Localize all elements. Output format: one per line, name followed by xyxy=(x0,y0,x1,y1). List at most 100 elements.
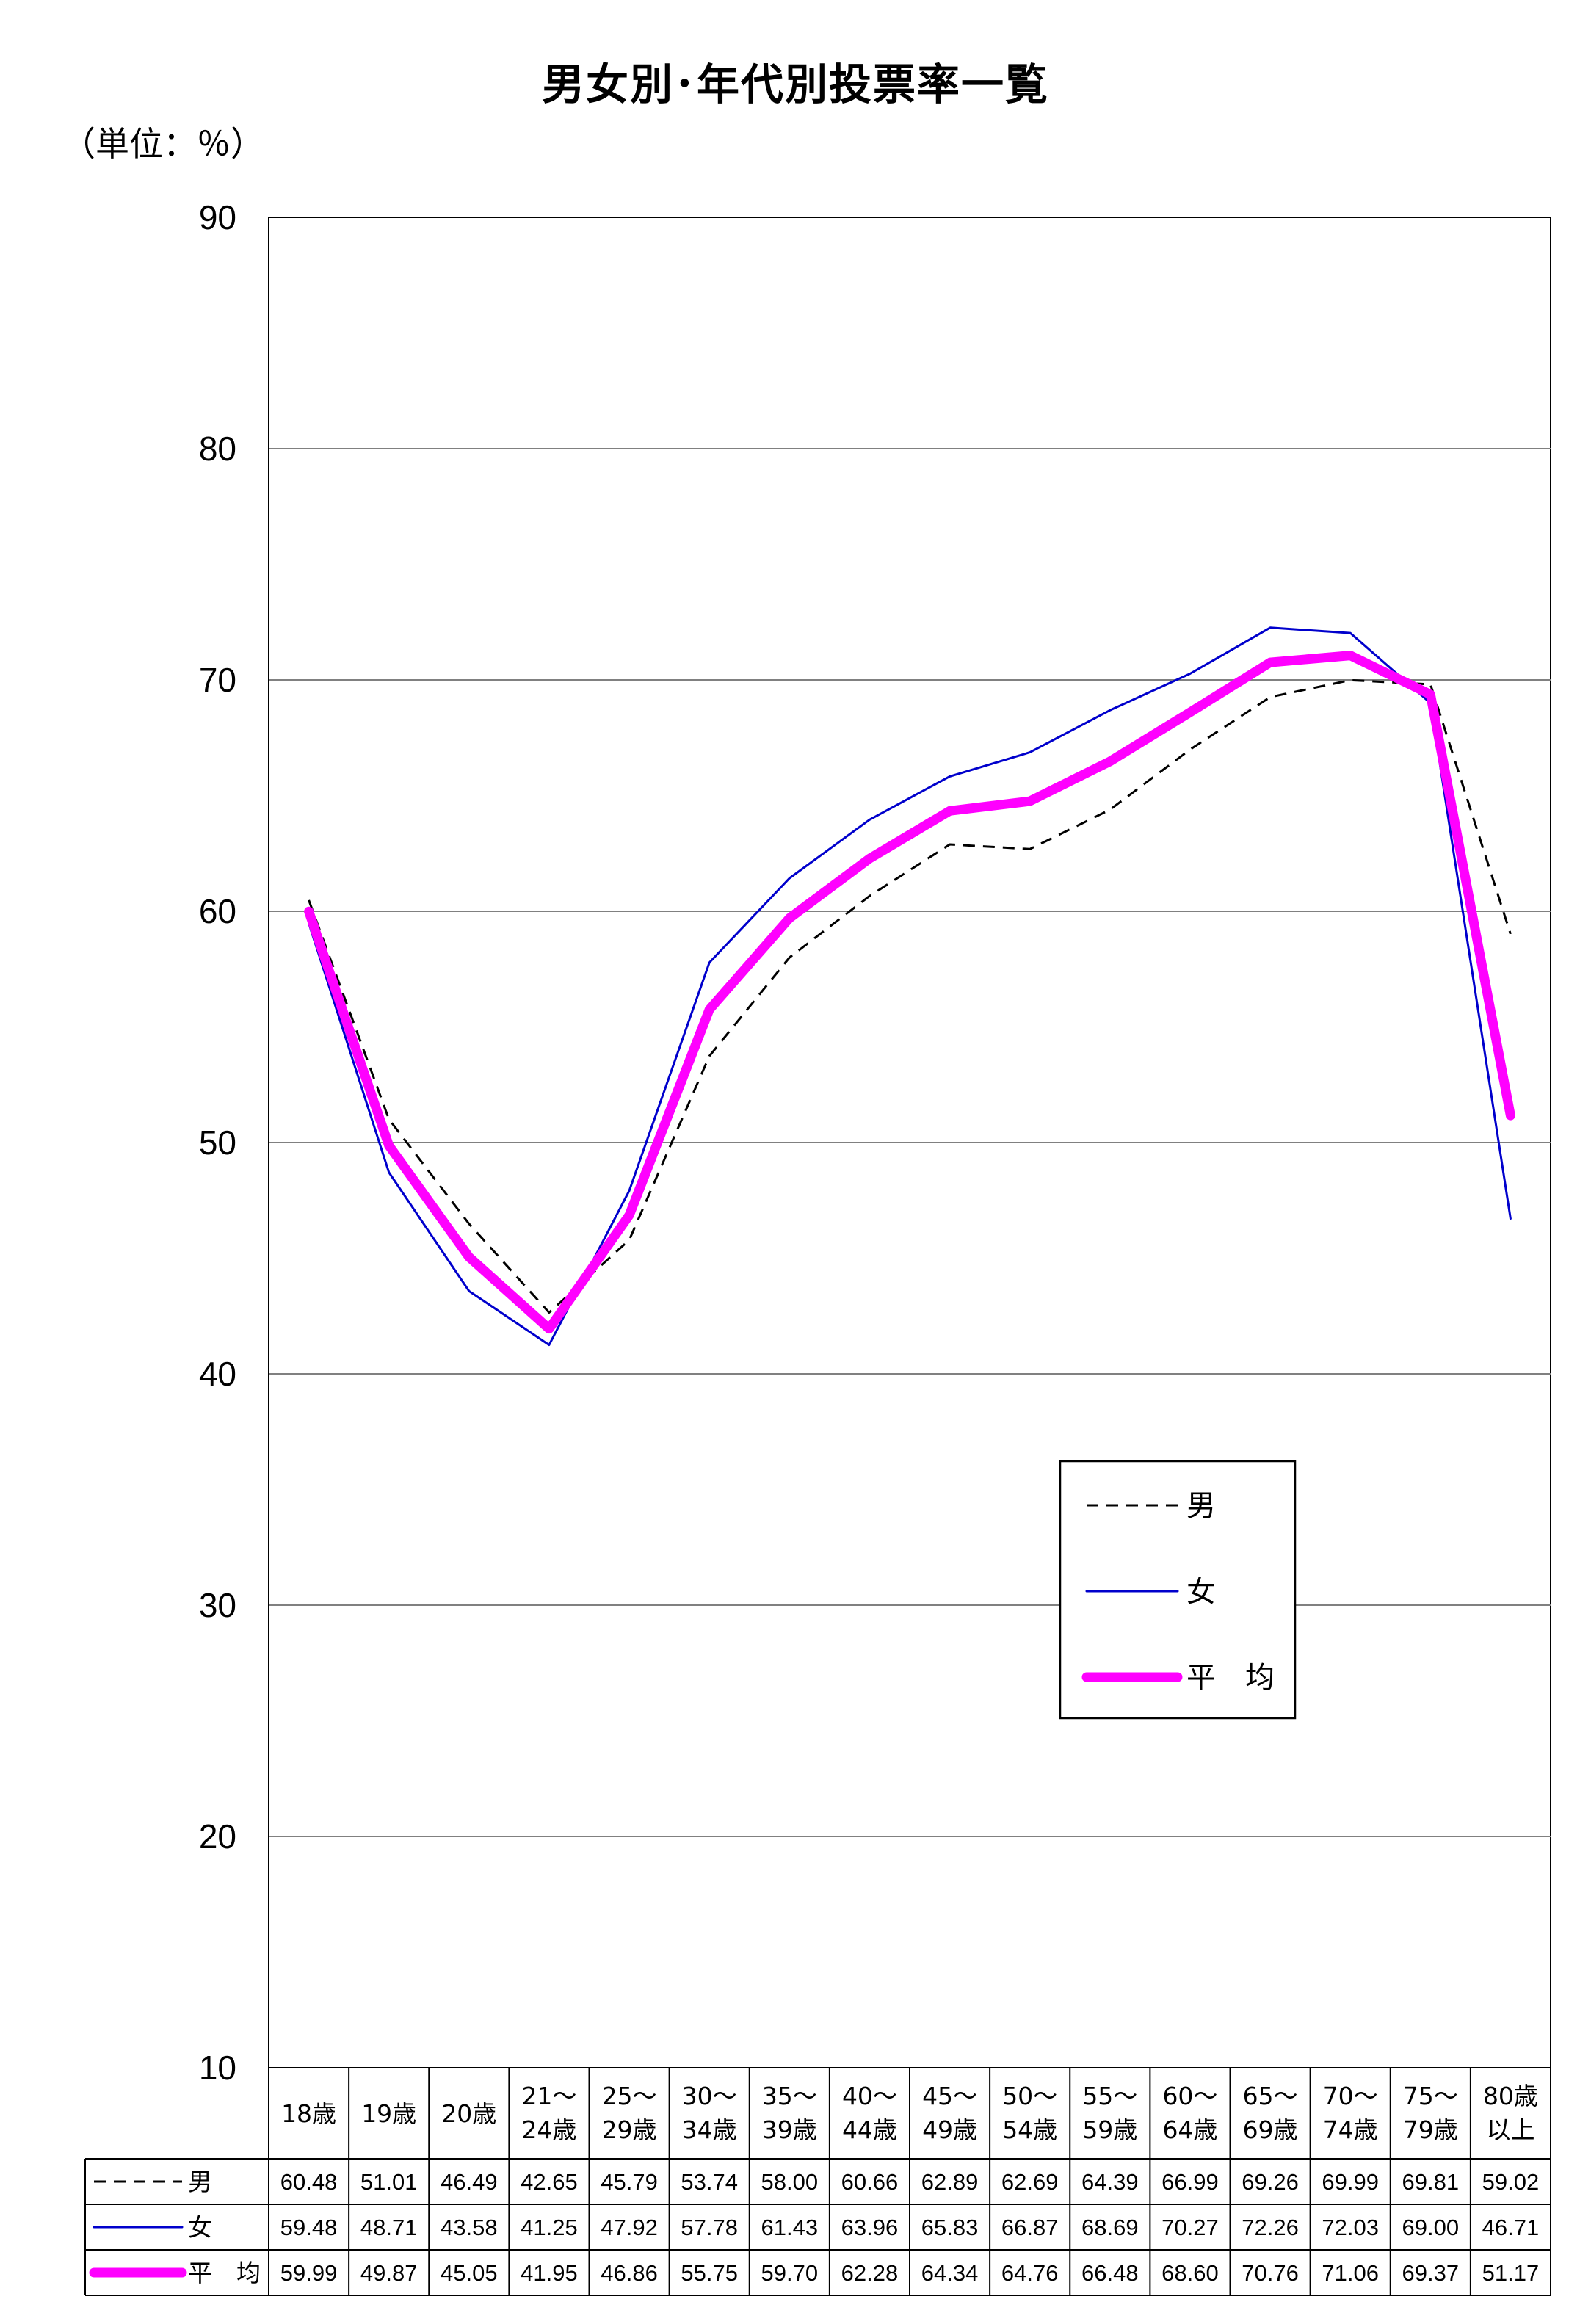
chart-title: 男女別･年代別投票率一覧 xyxy=(541,59,1049,109)
table-cell: 46.71 xyxy=(1482,2215,1540,2240)
unit-label: （単位：％） xyxy=(62,124,264,164)
table-cell: 47.92 xyxy=(601,2215,658,2240)
table-row-label: 平 均 xyxy=(188,2259,261,2287)
table-cell: 62.69 xyxy=(1001,2169,1059,2195)
x-tick-label: 74歳 xyxy=(1323,2115,1378,2144)
table-cell: 59.48 xyxy=(280,2215,338,2240)
table-cell: 45.79 xyxy=(601,2169,658,2195)
table-cell: 69.26 xyxy=(1242,2169,1299,2195)
table-cell: 62.89 xyxy=(921,2169,979,2195)
table-cell: 49.87 xyxy=(360,2260,418,2286)
x-tick-label: 21～ xyxy=(521,2082,576,2110)
x-tick-label: 18歳 xyxy=(281,2099,336,2128)
table-cell: 48.71 xyxy=(360,2215,418,2240)
legend: 男女平 均 xyxy=(1059,1460,1297,1720)
y-tick-label: 80 xyxy=(199,430,236,468)
table-cell: 69.00 xyxy=(1402,2215,1460,2240)
y-tick-label: 50 xyxy=(199,1123,236,1162)
series-lines xyxy=(304,626,1515,1347)
y-tick-label: 30 xyxy=(199,1586,236,1624)
table-cell: 69.81 xyxy=(1402,2169,1460,2195)
x-tick-label: 59歳 xyxy=(1082,2115,1137,2144)
table-cell: 42.65 xyxy=(521,2169,578,2195)
x-tick-label: 以上 xyxy=(1486,2115,1534,2144)
table-cell: 59.70 xyxy=(761,2260,819,2286)
table-cell: 64.39 xyxy=(1081,2169,1139,2195)
y-tick-label: 10 xyxy=(199,2049,236,2087)
table-row-label: 女 xyxy=(188,2213,212,2242)
y-tick-label: 70 xyxy=(199,661,236,699)
x-tick-label: 40～ xyxy=(842,2082,897,2110)
table-cell: 63.96 xyxy=(841,2215,899,2240)
y-axis-ticks: 10 20 30 40 50 60 70 80 90 xyxy=(199,198,236,2087)
table-cell: 41.25 xyxy=(521,2215,578,2240)
table-cell: 46.86 xyxy=(601,2260,658,2286)
y-tick-label: 20 xyxy=(199,1817,236,1856)
x-tick-label: 64歳 xyxy=(1162,2115,1217,2144)
legend-label: 男 xyxy=(1186,1489,1216,1523)
x-tick-label: 50～ xyxy=(1002,2082,1057,2110)
table-cell: 41.95 xyxy=(521,2260,578,2286)
table-cell: 64.34 xyxy=(921,2260,979,2286)
x-tick-label: 70～ xyxy=(1323,2082,1378,2110)
table-cell: 69.99 xyxy=(1322,2169,1379,2195)
y-tick-label: 60 xyxy=(199,892,236,930)
x-tick-label: 49歳 xyxy=(922,2115,977,2144)
data-table: 18歳 19歳 20歳 21～ 24歳 25～ 29歳 30～ 34歳 35～ 39歳 40～ 44歳 4… xyxy=(84,2068,1551,2296)
x-tick-label: 60～ xyxy=(1162,2082,1217,2110)
table-cell: 60.48 xyxy=(280,2169,338,2195)
series-line-2 xyxy=(304,651,1515,1334)
table-cell: 72.03 xyxy=(1322,2215,1379,2240)
table-cell: 53.74 xyxy=(681,2169,738,2195)
x-tick-label: 34歳 xyxy=(682,2115,737,2144)
gridlines xyxy=(268,217,1551,2068)
x-tick-label: 80歳 xyxy=(1483,2082,1538,2110)
x-tick-label: 75～ xyxy=(1403,2082,1458,2110)
y-tick-label: 40 xyxy=(199,1355,236,1393)
table-cell: 69.37 xyxy=(1402,2260,1460,2286)
table-cell: 62.28 xyxy=(841,2260,899,2286)
table-cell: 64.76 xyxy=(1001,2260,1059,2286)
table-row-label: 男 xyxy=(188,2168,212,2196)
x-tick-label: 19歳 xyxy=(361,2099,416,2128)
x-tick-label: 45～ xyxy=(922,2082,977,2110)
x-tick-label: 39歳 xyxy=(762,2115,817,2144)
table-cell: 45.05 xyxy=(441,2260,498,2286)
legend-label: 平 均 xyxy=(1186,1661,1275,1695)
legend-label: 女 xyxy=(1186,1575,1216,1609)
x-tick-label: 55～ xyxy=(1082,2082,1137,2110)
series-line-0 xyxy=(308,678,1512,1314)
table-cell: 68.60 xyxy=(1161,2260,1219,2286)
series-line-1 xyxy=(308,626,1512,1347)
table-cell: 71.06 xyxy=(1322,2260,1379,2286)
x-tick-label: 79歳 xyxy=(1403,2115,1458,2144)
table-cell: 61.43 xyxy=(761,2215,819,2240)
x-tick-label: 44歳 xyxy=(842,2115,897,2144)
table-cell: 58.00 xyxy=(761,2169,819,2195)
table-cell: 66.87 xyxy=(1001,2215,1059,2240)
x-tick-label: 29歳 xyxy=(602,2115,657,2144)
table-cell: 70.27 xyxy=(1161,2215,1219,2240)
x-tick-label: 65～ xyxy=(1243,2082,1298,2110)
x-tick-label: 35～ xyxy=(762,2082,817,2110)
table-cell: 65.83 xyxy=(921,2215,979,2240)
table-cell: 72.26 xyxy=(1242,2215,1299,2240)
table-cell: 51.17 xyxy=(1482,2260,1540,2286)
table-cell: 68.69 xyxy=(1081,2215,1139,2240)
table-cell: 57.78 xyxy=(681,2215,738,2240)
y-tick-label: 90 xyxy=(199,198,236,236)
x-tick-label: 25～ xyxy=(602,2082,657,2110)
table-cell: 59.02 xyxy=(1482,2169,1540,2195)
table-cell: 43.58 xyxy=(441,2215,498,2240)
x-tick-label: 20歳 xyxy=(441,2099,496,2128)
table-cell: 55.75 xyxy=(681,2260,738,2286)
x-tick-label: 69歳 xyxy=(1243,2115,1298,2144)
table-cell: 60.66 xyxy=(841,2169,899,2195)
table-cell: 46.49 xyxy=(441,2169,498,2195)
x-tick-label: 24歳 xyxy=(521,2115,576,2144)
x-tick-label: 54歳 xyxy=(1002,2115,1057,2144)
table-cell: 51.01 xyxy=(360,2169,418,2195)
table-cell: 66.48 xyxy=(1081,2260,1139,2286)
table-cell: 70.76 xyxy=(1242,2260,1299,2286)
